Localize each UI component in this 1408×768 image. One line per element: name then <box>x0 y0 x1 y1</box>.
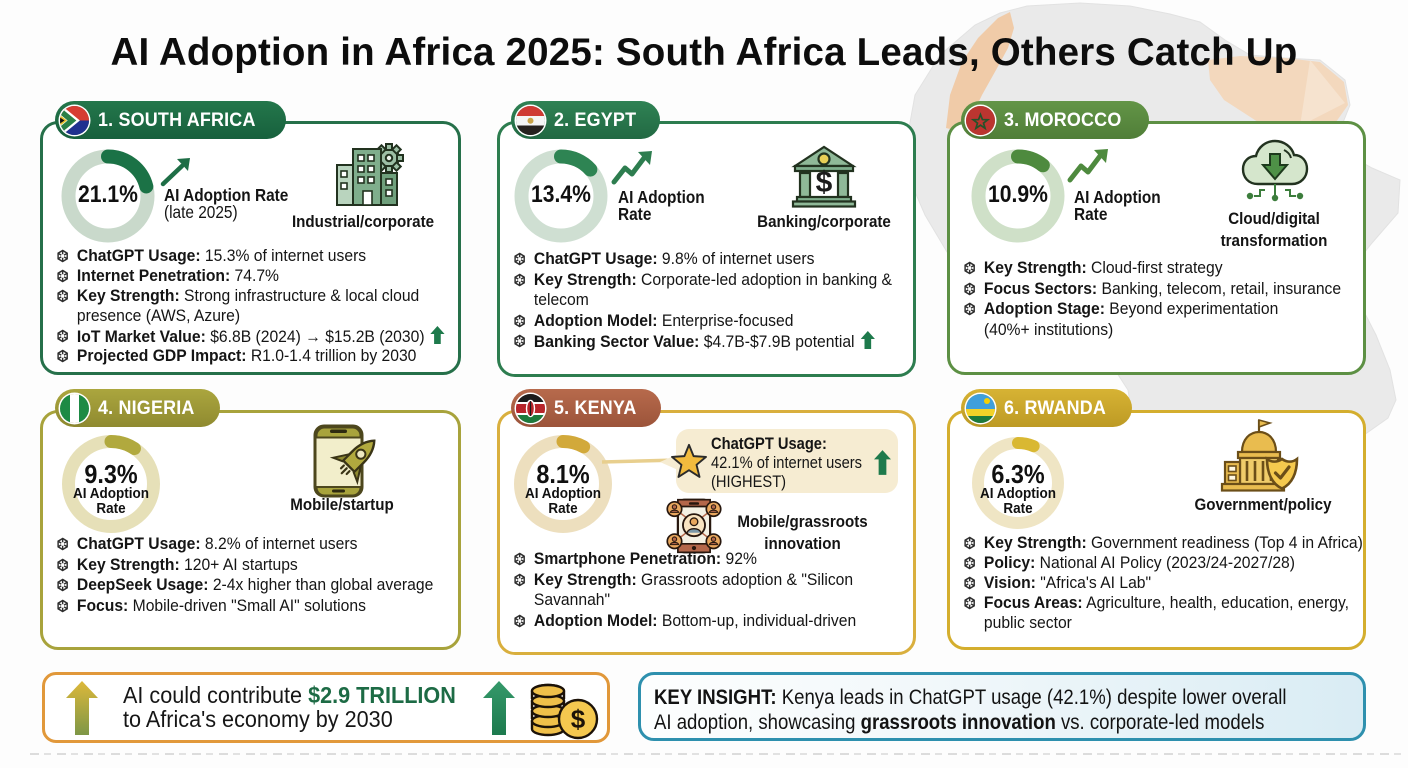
svg-text:$: $ <box>816 166 833 199</box>
svg-text:$: $ <box>571 704 586 734</box>
